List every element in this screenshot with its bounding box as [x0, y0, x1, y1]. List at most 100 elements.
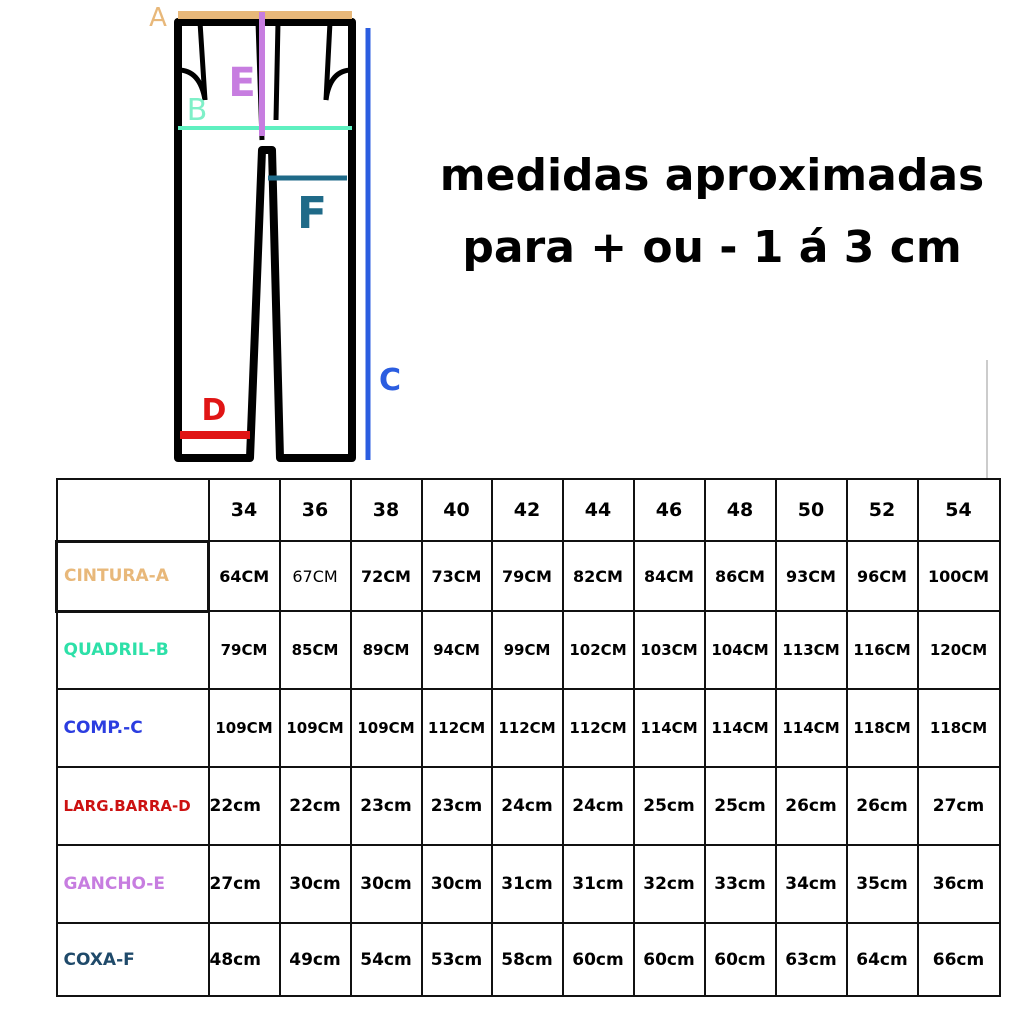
measure-cell: 64CM [207, 540, 281, 612]
measure-cell: 53cm [420, 922, 493, 997]
size-header: 46 [632, 478, 706, 542]
measure-cell: 31cm [490, 844, 564, 924]
measure-row: COXA-F 48cm 49cm 54cm 53cm 58cm 60cm 60cm 60cm 63… [55, 922, 1001, 997]
row-label: GANCHO-E [55, 844, 210, 924]
measure-cell: 33cm [703, 844, 777, 924]
header-row: 34 36 38 40 42 44 46 48 50 52 54 [55, 478, 1001, 542]
size-header: 36 [278, 478, 352, 542]
measure-cell: 109CM [349, 688, 423, 768]
measure-cell: 27cm [916, 766, 1001, 846]
letter-e: E [228, 60, 255, 106]
letter-f: F [297, 188, 327, 239]
pants-detail [197, 21, 333, 141]
measure-cell: 30cm [420, 844, 493, 924]
measure-cell: 22cm [207, 766, 281, 846]
measure-cell: 72CM [349, 540, 423, 612]
pants-outline [174, 18, 356, 462]
measure-cell: 103CM [632, 610, 706, 690]
measure-cell: 89CM [349, 610, 423, 690]
letter-c: C [379, 363, 401, 398]
measure-cell: 60cm [632, 922, 706, 997]
measure-cell: 82CM [561, 540, 635, 612]
letter-a: A [149, 3, 167, 33]
measure-row: GANCHO-E 27cm 30cm 30cm 30cm 31cm 31cm 32cm 33cm… [55, 844, 1001, 924]
size-header: 54 [916, 478, 1001, 542]
measure-cell: 73CM [420, 540, 493, 612]
measure-cell: 84CM [632, 540, 706, 612]
measure-row: COMP.-C 109CM 109CM 109CM 112CM 112CM 112CM 114… [55, 688, 1001, 768]
measure-cell: 30cm [278, 844, 352, 924]
measure-cell: 79CM [490, 540, 564, 612]
size-header: 34 [207, 478, 281, 542]
measure-cell: 60cm [703, 922, 777, 997]
row-label: COMP.-C [55, 688, 210, 768]
measure-cell: 22cm [278, 766, 352, 846]
measure-cell: 26cm [774, 766, 848, 846]
measure-cell: 48cm [207, 922, 281, 997]
measure-cell: 118CM [916, 688, 1001, 768]
measure-cell: 113CM [774, 610, 848, 690]
row-label: LARG.BARRA-D [55, 766, 210, 846]
size-header: 50 [774, 478, 848, 542]
row-label: QUADRIL-B [55, 610, 210, 690]
measure-row: QUADRIL-B 79CM 85CM 89CM 94CM 99CM 102CM 103CM 1… [55, 610, 1001, 690]
measure-cell: 114CM [774, 688, 848, 768]
measure-cell: 54cm [349, 922, 423, 997]
measure-cell: 66cm [916, 922, 1001, 997]
measure-cell: 23cm [349, 766, 423, 846]
measure-row: CINTURA-A 64CM 67CM 72CM 73CM 79CM 82CM 84CM 86C… [55, 539, 1001, 613]
measure-cell: 34cm [774, 844, 848, 924]
measure-cell: 23cm [420, 766, 493, 846]
size-header: 48 [703, 478, 777, 542]
measure-cell: 109CM [278, 688, 352, 768]
measure-cell: 27cm [207, 844, 281, 924]
measure-cell: 25cm [632, 766, 706, 846]
measure-cell: 36cm [916, 844, 1001, 924]
measure-cell: 116CM [845, 610, 919, 690]
title-line: para + ou - 1 á 3 cm [462, 222, 962, 273]
measure-cell: 31cm [561, 844, 635, 924]
measure-cell: 67CM [278, 540, 352, 612]
measure-cell: 93CM [774, 540, 848, 612]
measure-cell: 120CM [916, 610, 1001, 690]
measure-row: LARG.BARRA-D 22cm 22cm 23cm 23cm 24cm 24cm 25cm… [55, 766, 1001, 846]
pockets [177, 67, 353, 101]
measure-cell: 104CM [703, 610, 777, 690]
measure-cell: 64cm [845, 922, 919, 997]
measure-cell: 102CM [561, 610, 635, 690]
measure-cell: 112CM [561, 688, 635, 768]
measure-cell: 63cm [774, 922, 848, 997]
measure-cell: 24cm [490, 766, 564, 846]
pants-diagram: A B E F D C [149, 3, 988, 480]
measure-cell: 99CM [490, 610, 564, 690]
measure-cell: 24cm [561, 766, 635, 846]
measure-cell: 85CM [278, 610, 352, 690]
corner-cell [55, 478, 210, 542]
row-label: CINTURA-A [55, 539, 210, 613]
size-header: 42 [490, 478, 564, 542]
letter-d: D [202, 393, 227, 428]
measure-cell: 60cm [561, 922, 635, 997]
size-header: 40 [420, 478, 493, 542]
measure-cell: 58cm [490, 922, 564, 997]
measure-cell: 25cm [703, 766, 777, 846]
measure-cell: 114CM [703, 688, 777, 768]
title-line: medidas aproximadas [439, 150, 985, 201]
size-table: 34 36 38 40 42 44 46 48 50 52 54 CINTURA-A 64CM 67CM 7… [55, 478, 1001, 997]
measure-cell: 94CM [420, 610, 493, 690]
measure-cell: 96CM [845, 540, 919, 612]
measure-cell: 26cm [845, 766, 919, 846]
measure-cell: 112CM [490, 688, 564, 768]
measure-cell: 114CM [632, 688, 706, 768]
measure-cell: 30cm [349, 844, 423, 924]
measure-cell: 118CM [845, 688, 919, 768]
measure-cell: 109CM [207, 688, 281, 768]
measure-cell: 32cm [632, 844, 706, 924]
measure-cell: 112CM [420, 688, 493, 768]
size-header: 44 [561, 478, 635, 542]
row-label: COXA-F [55, 922, 210, 997]
measure-cell: 79CM [207, 610, 281, 690]
size-header: 52 [845, 478, 919, 542]
measure-cell: 49cm [278, 922, 352, 997]
